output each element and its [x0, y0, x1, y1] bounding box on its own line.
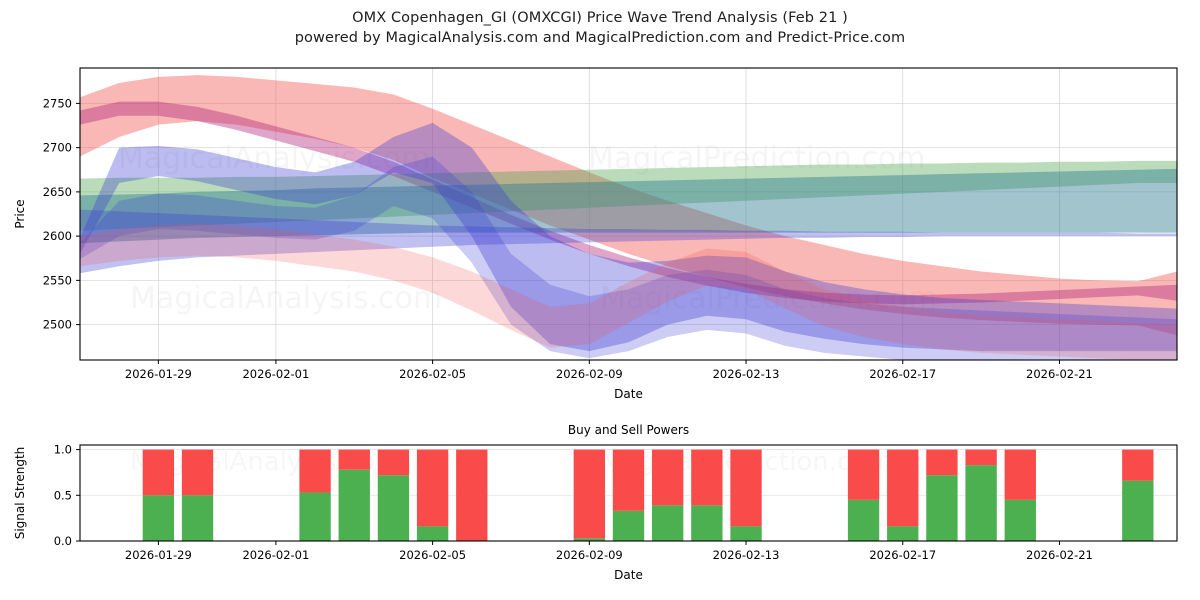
band-blue-lower-band — [80, 209, 1177, 274]
price-bands — [80, 75, 1177, 360]
ytick-label: 2500 — [43, 318, 72, 332]
xtick-label: 2026-01-29 — [125, 367, 192, 381]
bar-buy-segment — [965, 465, 997, 541]
price-xaxis-title: Date — [614, 387, 643, 401]
bar-buy-segment — [847, 499, 880, 541]
bar-sell-segment — [1004, 449, 1036, 500]
bar-sell-segment — [926, 449, 958, 476]
band-green-band — [80, 160, 1177, 231]
ytick-label: 2550 — [43, 273, 72, 287]
ytick-label: 0.0 — [54, 534, 72, 548]
xtick-label: 2026-02-13 — [713, 367, 780, 381]
bar-sell-segment — [1122, 449, 1154, 481]
xtick-label: 2026-01-29 — [125, 548, 192, 562]
page-subtitle: powered by MagicalAnalysis.com and Magic… — [294, 30, 906, 46]
bar-buy-segment — [416, 526, 449, 541]
bar-sell-segment — [612, 449, 645, 511]
band-magenta-core-band — [80, 101, 1177, 305]
xtick-label: 2026-02-01 — [242, 548, 309, 562]
bar-buy-segment — [887, 526, 919, 541]
band-teal-steady-band — [80, 168, 1177, 244]
ytick-label: 2600 — [43, 229, 72, 243]
xtick-label: 2026-02-17 — [869, 367, 936, 381]
bar-buy-segment — [926, 475, 958, 541]
bars-yaxis-title: Signal Strength — [13, 447, 27, 540]
bar-buy-segment — [1122, 480, 1154, 541]
bars-axes-frame — [79, 444, 1178, 542]
bar-sell-segment — [965, 449, 997, 466]
buy-sell-title: Buy and Sell Powers — [568, 423, 689, 437]
price-axes-frame — [79, 67, 1178, 361]
bar-buy-segment — [299, 492, 331, 541]
xtick-label: 2026-02-05 — [399, 548, 466, 562]
xtick-label: 2026-02-09 — [556, 548, 623, 562]
bar-buy-segment — [142, 495, 175, 541]
xtick-label: 2026-02-05 — [399, 367, 466, 381]
bar-buy-segment — [612, 510, 645, 541]
bar-sell-segment — [691, 449, 723, 506]
band-pink-lower-wave — [80, 223, 1177, 360]
bar-series — [142, 449, 1154, 541]
bar-sell-segment — [416, 449, 449, 527]
xtick-label: 2026-02-21 — [1026, 367, 1093, 381]
xtick-label: 2026-02-01 — [242, 367, 309, 381]
ytick-label: 2700 — [43, 141, 72, 155]
price-gridlines — [80, 68, 1177, 360]
bar-buy-segment — [573, 538, 605, 541]
price-yaxis-title: Price — [13, 199, 27, 228]
bar-buy-segment — [730, 526, 762, 541]
bar-sell-segment — [887, 449, 919, 527]
xtick-label: 2026-02-09 — [556, 367, 623, 381]
bar-sell-segment — [181, 449, 214, 496]
bar-sell-segment — [142, 449, 175, 496]
watermark-text: MagicalAnalysis.com — [130, 281, 442, 316]
bar-buy-segment — [338, 469, 370, 541]
page-title: OMX Copenhagen_GI (OMXCGI) Price Wave Tr… — [352, 10, 848, 26]
bar-sell-segment — [847, 449, 880, 500]
bar-buy-segment — [1004, 499, 1036, 541]
band-blue-secondary-wave — [80, 156, 1177, 360]
ytick-label: 2750 — [43, 96, 72, 110]
ytick-label: 2650 — [43, 185, 72, 199]
buy-sell-panel: Buy and Sell Powers 0.0 0.5 1.0 2026-01-29 20… — [13, 423, 1178, 582]
bar-sell-segment — [730, 449, 762, 527]
ytick-label: 1.0 — [54, 443, 72, 457]
bar-sell-segment — [652, 449, 684, 506]
chart-title-block: OMX Copenhagen_GI (OMXCGI) Price Wave Tr… — [0, 8, 1200, 48]
band-blue-wave-band — [80, 122, 1177, 352]
bar-sell-segment — [377, 449, 410, 476]
bar-buy-segment — [377, 475, 410, 541]
bar-sell-segment — [299, 449, 331, 493]
bar-buy-segment — [691, 505, 723, 541]
xtick-label: 2026-02-13 — [713, 548, 780, 562]
bar-buy-segment — [652, 505, 684, 541]
bars-xaxis-title: Date — [614, 568, 643, 582]
price-wave-panel: 2500 2550 2600 2650 2700 2750 2026-01-29 2026-0… — [13, 67, 1178, 401]
xtick-label: 2026-02-21 — [1026, 548, 1093, 562]
bar-buy-segment — [181, 495, 214, 541]
band-red-upper-band — [80, 75, 1177, 336]
ytick-label: 0.5 — [54, 488, 72, 502]
bar-sell-segment — [573, 449, 605, 539]
bar-sell-segment — [338, 449, 370, 470]
xtick-label: 2026-02-17 — [869, 548, 936, 562]
bar-sell-segment — [456, 449, 488, 541]
